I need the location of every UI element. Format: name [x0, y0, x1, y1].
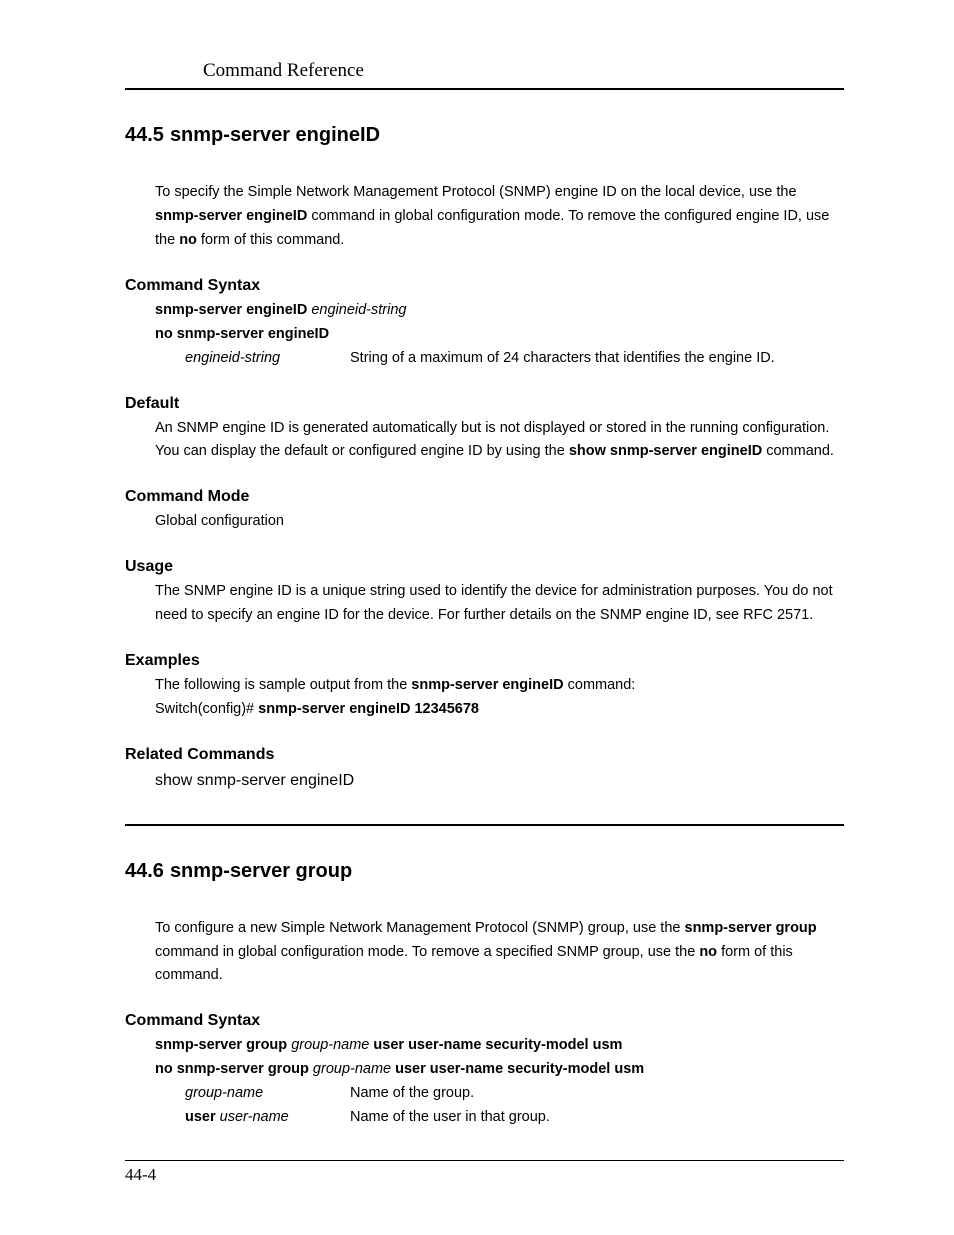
page-footer: 44-4: [125, 1160, 844, 1185]
section-title-44-5: 44.5 snmp-server engineID: [125, 124, 844, 147]
example-line-2: Switch(config)# snmp-server engineID 123…: [155, 698, 844, 722]
heading-command-syntax-2: Command Syntax: [125, 1012, 844, 1030]
heading-usage: Usage: [125, 558, 844, 576]
examples-body: The following is sample output from the …: [125, 674, 844, 722]
heading-command-syntax: Command Syntax: [125, 277, 844, 295]
intro-paragraph: To specify the Simple Network Management…: [125, 181, 844, 253]
page-content: Command Reference 44.5 snmp-server engine…: [125, 60, 844, 1185]
syntax-param-row-1: group-name Name of the group.: [155, 1082, 844, 1106]
related-commands-body: show snmp-server engineID: [125, 768, 844, 794]
param-term: engineid-string: [185, 347, 350, 371]
footer-rule: [125, 1160, 844, 1161]
example-line-1: The following is sample output from the …: [155, 674, 844, 698]
header-rule: [125, 88, 844, 90]
heading-related-commands: Related Commands: [125, 746, 844, 764]
param-term: group-name: [185, 1082, 350, 1106]
section-name: snmp-server engineID: [170, 124, 380, 146]
section-number: 44.6: [125, 860, 164, 882]
heading-command-mode: Command Mode: [125, 488, 844, 506]
param-desc: String of a maximum of 24 characters tha…: [350, 347, 844, 371]
default-body: An SNMP engine ID is generated automatic…: [125, 417, 844, 465]
syntax-body-2: snmp-server group group-name user user-n…: [125, 1034, 844, 1130]
syntax-body: snmp-server engineID engineid-string no …: [125, 299, 844, 371]
section-name: snmp-server group: [170, 860, 352, 882]
syntax-param-row: engineid-string String of a maximum of 2…: [155, 347, 844, 371]
section-title-44-6: 44.6 snmp-server group: [125, 860, 844, 883]
section-divider: [125, 824, 844, 826]
param-desc: Name of the user in that group.: [350, 1106, 844, 1130]
usage-body: The SNMP engine ID is a unique string us…: [125, 580, 844, 628]
intro-paragraph-2: To configure a new Simple Network Manage…: [125, 917, 844, 989]
syntax-line-1: snmp-server engineID engineid-string: [155, 299, 844, 323]
page-number: 44-4: [125, 1165, 844, 1185]
heading-examples: Examples: [125, 652, 844, 670]
running-header: Command Reference: [125, 60, 844, 82]
param-desc: Name of the group.: [350, 1082, 844, 1106]
param-term: user user-name: [185, 1106, 350, 1130]
heading-default: Default: [125, 395, 844, 413]
syntax-line-2: no snmp-server engineID: [155, 323, 844, 347]
section-number: 44.5: [125, 124, 164, 146]
mode-body: Global configuration: [125, 510, 844, 534]
syntax-line-1b: snmp-server group group-name user user-n…: [155, 1034, 844, 1058]
syntax-param-row-2: user user-name Name of the user in that …: [155, 1106, 844, 1130]
syntax-line-2b: no snmp-server group group-name user use…: [155, 1058, 844, 1082]
